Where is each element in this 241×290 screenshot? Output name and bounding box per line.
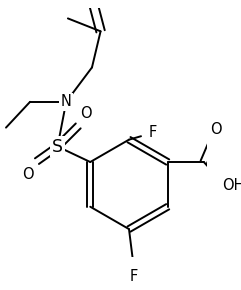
Text: O: O <box>210 122 222 137</box>
Text: F: F <box>129 269 137 284</box>
Text: OH: OH <box>222 178 241 193</box>
Text: F: F <box>149 125 157 140</box>
Text: S: S <box>52 137 63 155</box>
Text: O: O <box>80 106 92 121</box>
Text: N: N <box>61 94 72 109</box>
Text: O: O <box>23 166 34 182</box>
